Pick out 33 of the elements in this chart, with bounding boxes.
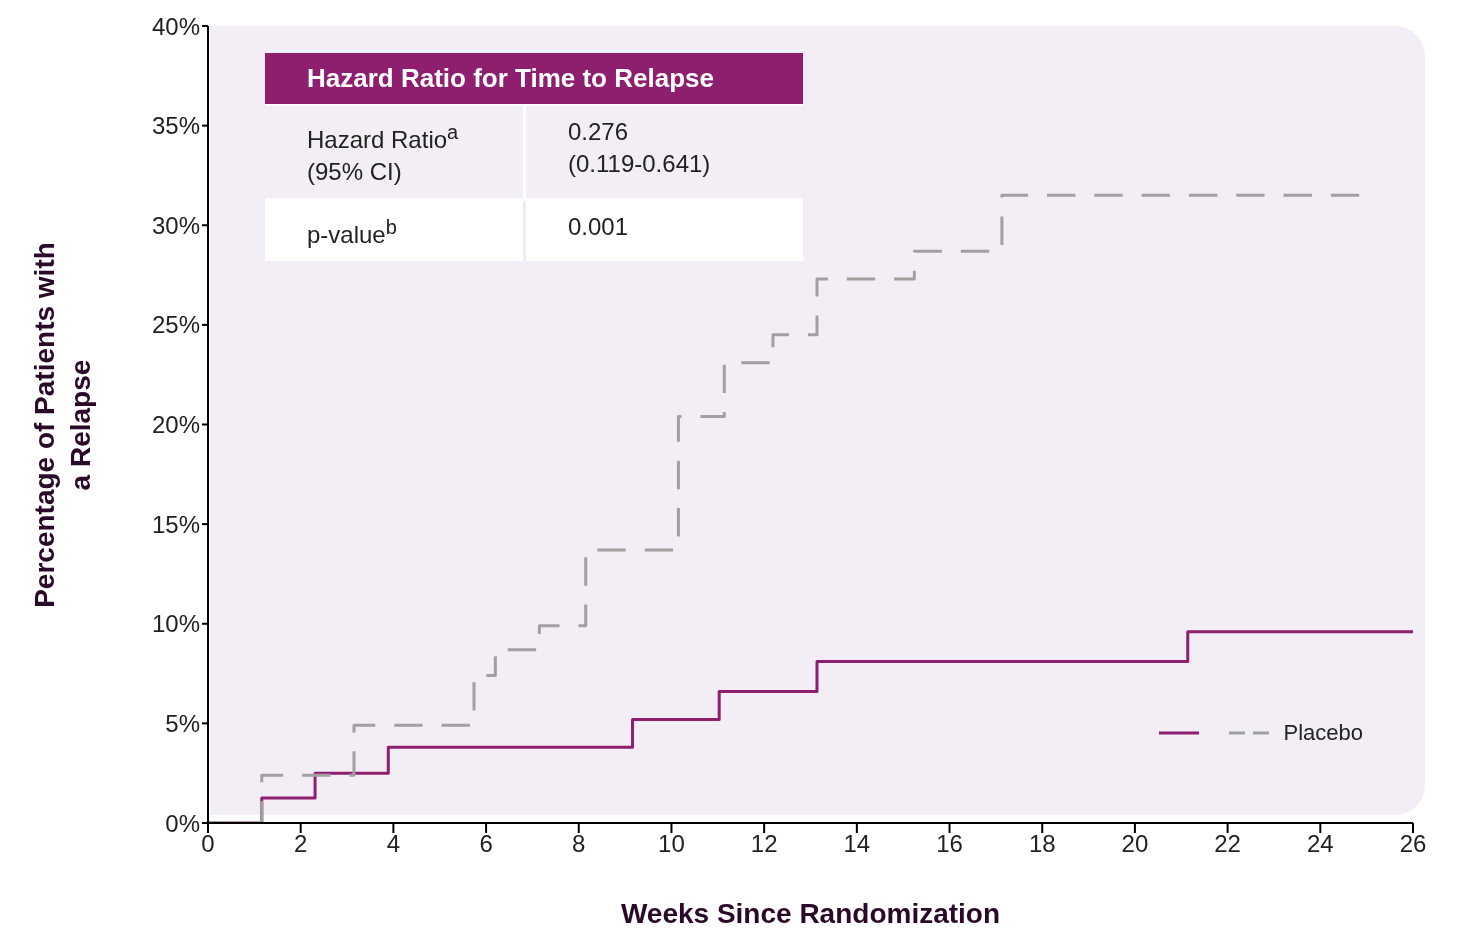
x-tick-label: 10 (658, 830, 685, 858)
x-tick-label: 24 (1306, 830, 1334, 858)
x-tick-label: 16 (936, 830, 963, 858)
y-tick-label: 15% (151, 510, 200, 538)
x-tick-label: 26 (1399, 830, 1427, 858)
x-tick-label: 6 (479, 830, 493, 858)
y-tick-label: 10% (151, 610, 200, 638)
y-tick-label: 30% (151, 211, 200, 239)
annotation: Hazard Ratio$^{a}$ (307, 121, 459, 153)
x-tick-label: 2 (294, 830, 308, 858)
x-tick-label: 12 (750, 830, 778, 858)
annotation: p-value$^{b}$ (307, 216, 397, 248)
x-tick-label: 14 (843, 830, 871, 858)
legend-label: Placebo (1283, 720, 1363, 746)
annotation: Hazard Ratio for Time to Relapse (307, 63, 714, 93)
y-tick-label: 25% (151, 311, 200, 339)
x-tick-label: 18 (1028, 830, 1056, 858)
annotation: 0.276 (568, 118, 629, 145)
y-tick-label: 35% (151, 112, 200, 140)
x-tick-label: 0 (201, 830, 215, 858)
x-tick-label: 20 (1121, 830, 1149, 858)
y-tick-label: 5% (165, 709, 200, 737)
y-tick-label: 40% (151, 12, 200, 40)
x-tick-label: 22 (1214, 830, 1241, 858)
annotation: (0.119-0.641) (568, 150, 711, 177)
y-tick-label: 20% (151, 411, 200, 439)
y-axis-title: Percentage of Patients with a Relapse (28, 240, 97, 610)
x-tick-label: 8 (572, 830, 586, 858)
annotation: 0.001 (568, 213, 629, 240)
annotation: (95% CI) (307, 158, 402, 185)
y-tick-label: 0% (165, 809, 200, 837)
x-axis-title: Weeks Since Randomization (620, 898, 1001, 929)
x-tick-label: 4 (386, 830, 401, 858)
